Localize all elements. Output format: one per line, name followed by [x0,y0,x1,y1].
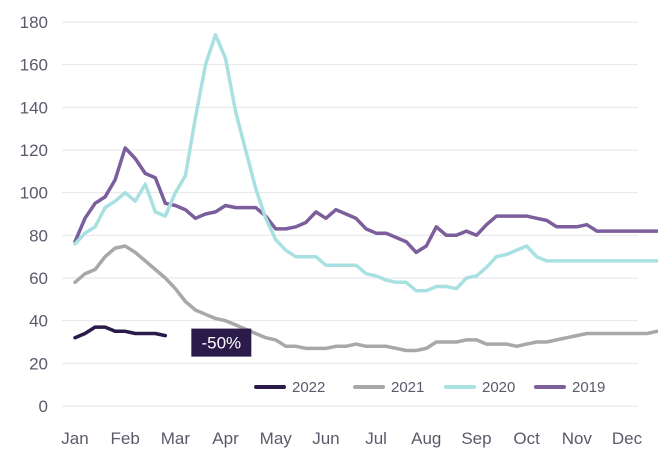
x-tick-label: May [260,429,293,448]
series-line-2020 [73,33,658,293]
x-tick-label: Apr [212,429,239,448]
x-tick-label: Mar [161,429,191,448]
x-tick-label: Sep [461,429,491,448]
y-tick-label: 160 [20,56,48,75]
x-tick-label: Oct [513,429,540,448]
y-tick-label: 0 [39,397,48,416]
annotation: -50% [191,328,252,357]
y-tick-label: 180 [20,13,48,32]
x-tick-label: Jul [365,429,387,448]
y-tick-label: 40 [29,312,48,331]
annotation-box [191,328,252,357]
y-tick-label: 140 [20,98,48,117]
series-line-2022 [73,325,168,340]
x-tick-label: Jan [61,429,88,448]
y-tick-label: 100 [20,184,48,203]
x-tick-label: Jun [312,429,339,448]
legend: 2022 2021 2020 2019 [254,379,605,396]
y-axis-ticks: 0 20 40 60 80 100 120 140 160 180 [20,13,48,416]
x-tick-label: Feb [111,429,140,448]
y-tick-label: 20 [29,354,48,373]
series-lines [73,33,658,353]
legend-label: 2021 [391,379,424,396]
y-tick-label: 60 [29,269,48,288]
y-tick-label: 120 [20,141,48,160]
x-axis-ticks: Jan Feb Mar Apr May Jun Jul Aug Sep Oct Nov Dec [61,429,642,448]
legend-label: 2020 [482,379,515,396]
legend-label: 2022 [292,379,325,396]
x-tick-label: Dec [612,429,643,448]
series-line-2021 [73,244,658,353]
x-tick-label: Aug [411,429,441,448]
y-tick-label: 80 [29,226,48,245]
annotation-label: -50% [201,334,241,353]
x-tick-label: Nov [562,429,593,448]
gridlines [62,21,638,407]
legend-label: 2019 [572,379,605,396]
series-line-2019 [73,146,658,255]
